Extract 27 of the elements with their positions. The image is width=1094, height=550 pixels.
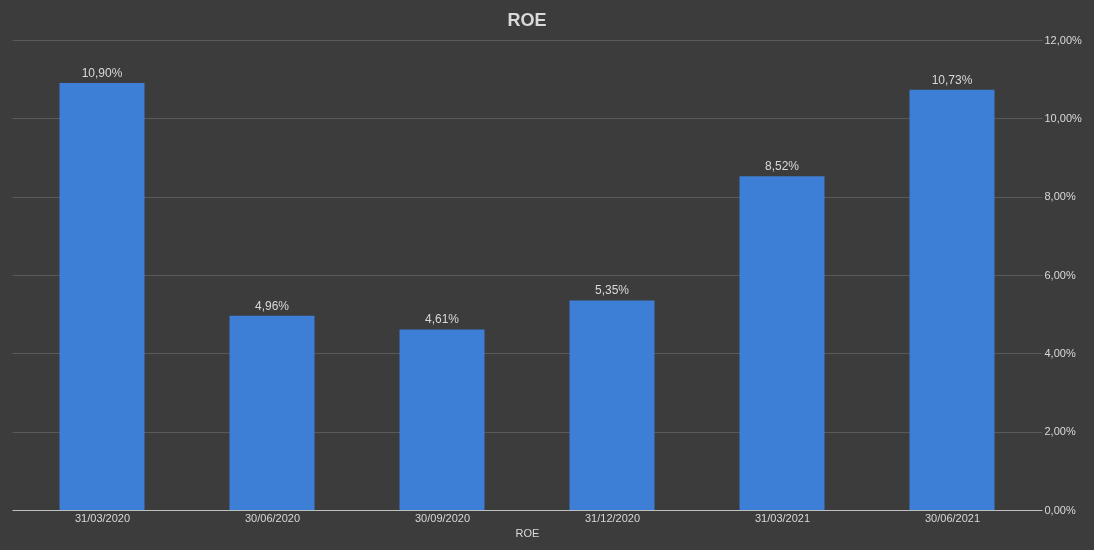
bar: [229, 315, 315, 510]
y-tick-label: 8,00%: [1044, 190, 1076, 203]
data-label: 10,90%: [81, 66, 123, 81]
y-tick-label: 4,00%: [1044, 346, 1076, 359]
data-label: 8,52%: [764, 159, 800, 174]
bar: [399, 329, 485, 510]
chart-title: ROE: [507, 10, 547, 30]
data-label: 5,35%: [594, 283, 630, 298]
x-tick-label: 30/09/2020: [414, 511, 471, 524]
y-tick-label: 6,00%: [1044, 268, 1076, 281]
x-tick-label: 31/12/2020: [584, 511, 641, 524]
y-tick-label: 0,00%: [1044, 503, 1076, 516]
y-tick-label: 12,00%: [1044, 33, 1083, 46]
bar: [739, 176, 825, 510]
data-label: 4,96%: [254, 298, 290, 313]
y-tick-label: 10,00%: [1044, 111, 1083, 124]
x-tick-label: 31/03/2021: [754, 511, 811, 524]
data-label: 4,61%: [424, 312, 460, 327]
data-label: 10,73%: [931, 72, 973, 87]
y-tick-label: 2,00%: [1044, 425, 1076, 438]
x-tick-label: 30/06/2021: [924, 511, 981, 524]
x-tick-label: 31/03/2020: [74, 511, 131, 524]
x-axis-title: ROE: [515, 526, 540, 539]
x-tick-label: 30/06/2020: [244, 511, 301, 524]
bar: [909, 89, 995, 510]
bar: [569, 300, 655, 510]
bar: [59, 83, 145, 510]
